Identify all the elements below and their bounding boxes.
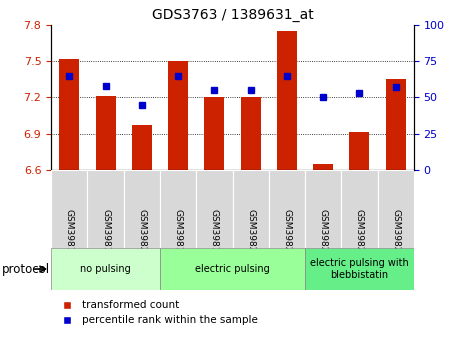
Bar [277,31,297,170]
Text: GSM398205: GSM398205 [391,209,400,264]
Bar [378,170,414,248]
Text: electric pulsing with
blebbistatin: electric pulsing with blebbistatin [310,258,409,280]
Bar [305,170,341,248]
Bar [341,170,378,248]
Bar [124,170,160,248]
Text: GSM398201: GSM398201 [137,209,146,264]
Text: electric pulsing: electric pulsing [195,264,270,274]
Bar [51,248,160,290]
Bar [87,170,124,248]
Bar [168,61,188,170]
Text: GSM398203: GSM398203 [355,209,364,264]
Bar [160,170,196,248]
Bar [132,125,152,170]
Bar [269,170,305,248]
Text: GSM398196: GSM398196 [65,209,74,264]
Text: GSM398198: GSM398198 [101,209,110,264]
Bar [51,170,87,248]
Bar [305,248,414,290]
Bar [350,132,369,170]
Legend: transformed count, percentile rank within the sample: transformed count, percentile rank withi… [53,296,262,330]
Bar [386,79,405,170]
Text: GSM398202: GSM398202 [246,209,255,264]
Text: protocol: protocol [2,263,50,275]
Bar [60,59,79,170]
Text: no pulsing: no pulsing [80,264,131,274]
Bar [96,96,115,170]
Title: GDS3763 / 1389631_at: GDS3763 / 1389631_at [152,8,313,22]
Bar [313,164,333,170]
Text: GSM398204: GSM398204 [282,209,292,264]
Bar [241,97,260,170]
Bar [160,248,305,290]
Bar [232,170,269,248]
Text: GSM398200: GSM398200 [319,209,328,264]
Text: GSM398197: GSM398197 [173,209,183,264]
Bar [205,97,224,170]
Text: GSM398199: GSM398199 [210,209,219,264]
Bar [196,170,232,248]
